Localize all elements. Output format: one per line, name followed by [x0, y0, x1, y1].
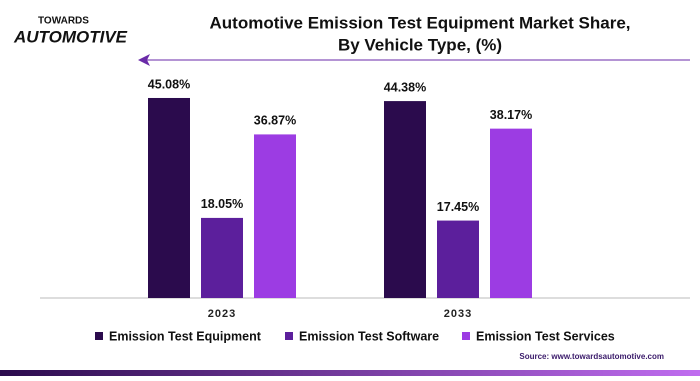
bar: [254, 134, 296, 298]
value-label: 44.38%: [384, 80, 426, 94]
value-label: 17.45%: [437, 200, 479, 214]
value-label: 45.08%: [148, 77, 190, 91]
bar: [148, 97, 190, 298]
x-tick-label: 2033: [444, 308, 472, 320]
logo-bottom: AUTOMOTIVE: [13, 27, 128, 46]
legend-swatch: [462, 332, 470, 340]
legend-label: Emission Test Services: [476, 329, 615, 343]
value-label: 18.05%: [201, 197, 243, 211]
bar: [490, 128, 532, 298]
x-tick-label: 2023: [208, 308, 236, 320]
footer-bar: [0, 370, 700, 376]
bar: [384, 101, 426, 298]
decor-arrow: [138, 54, 150, 66]
legend-label: Emission Test Software: [299, 329, 439, 343]
chart-title: Automotive Emission Test Equipment Marke…: [210, 13, 631, 32]
bar: [201, 217, 243, 298]
legend-swatch: [285, 332, 293, 340]
value-label: 36.87%: [254, 114, 296, 128]
bar: [437, 220, 479, 298]
chart-subtitle: By Vehicle Type, (%): [338, 35, 502, 54]
logo-top: TOWARDS: [38, 16, 89, 27]
source: Source: www.towardsautomotive.com: [519, 352, 664, 361]
legend-swatch: [95, 332, 103, 340]
value-label: 38.17%: [490, 108, 532, 122]
legend-label: Emission Test Equipment: [109, 329, 262, 343]
